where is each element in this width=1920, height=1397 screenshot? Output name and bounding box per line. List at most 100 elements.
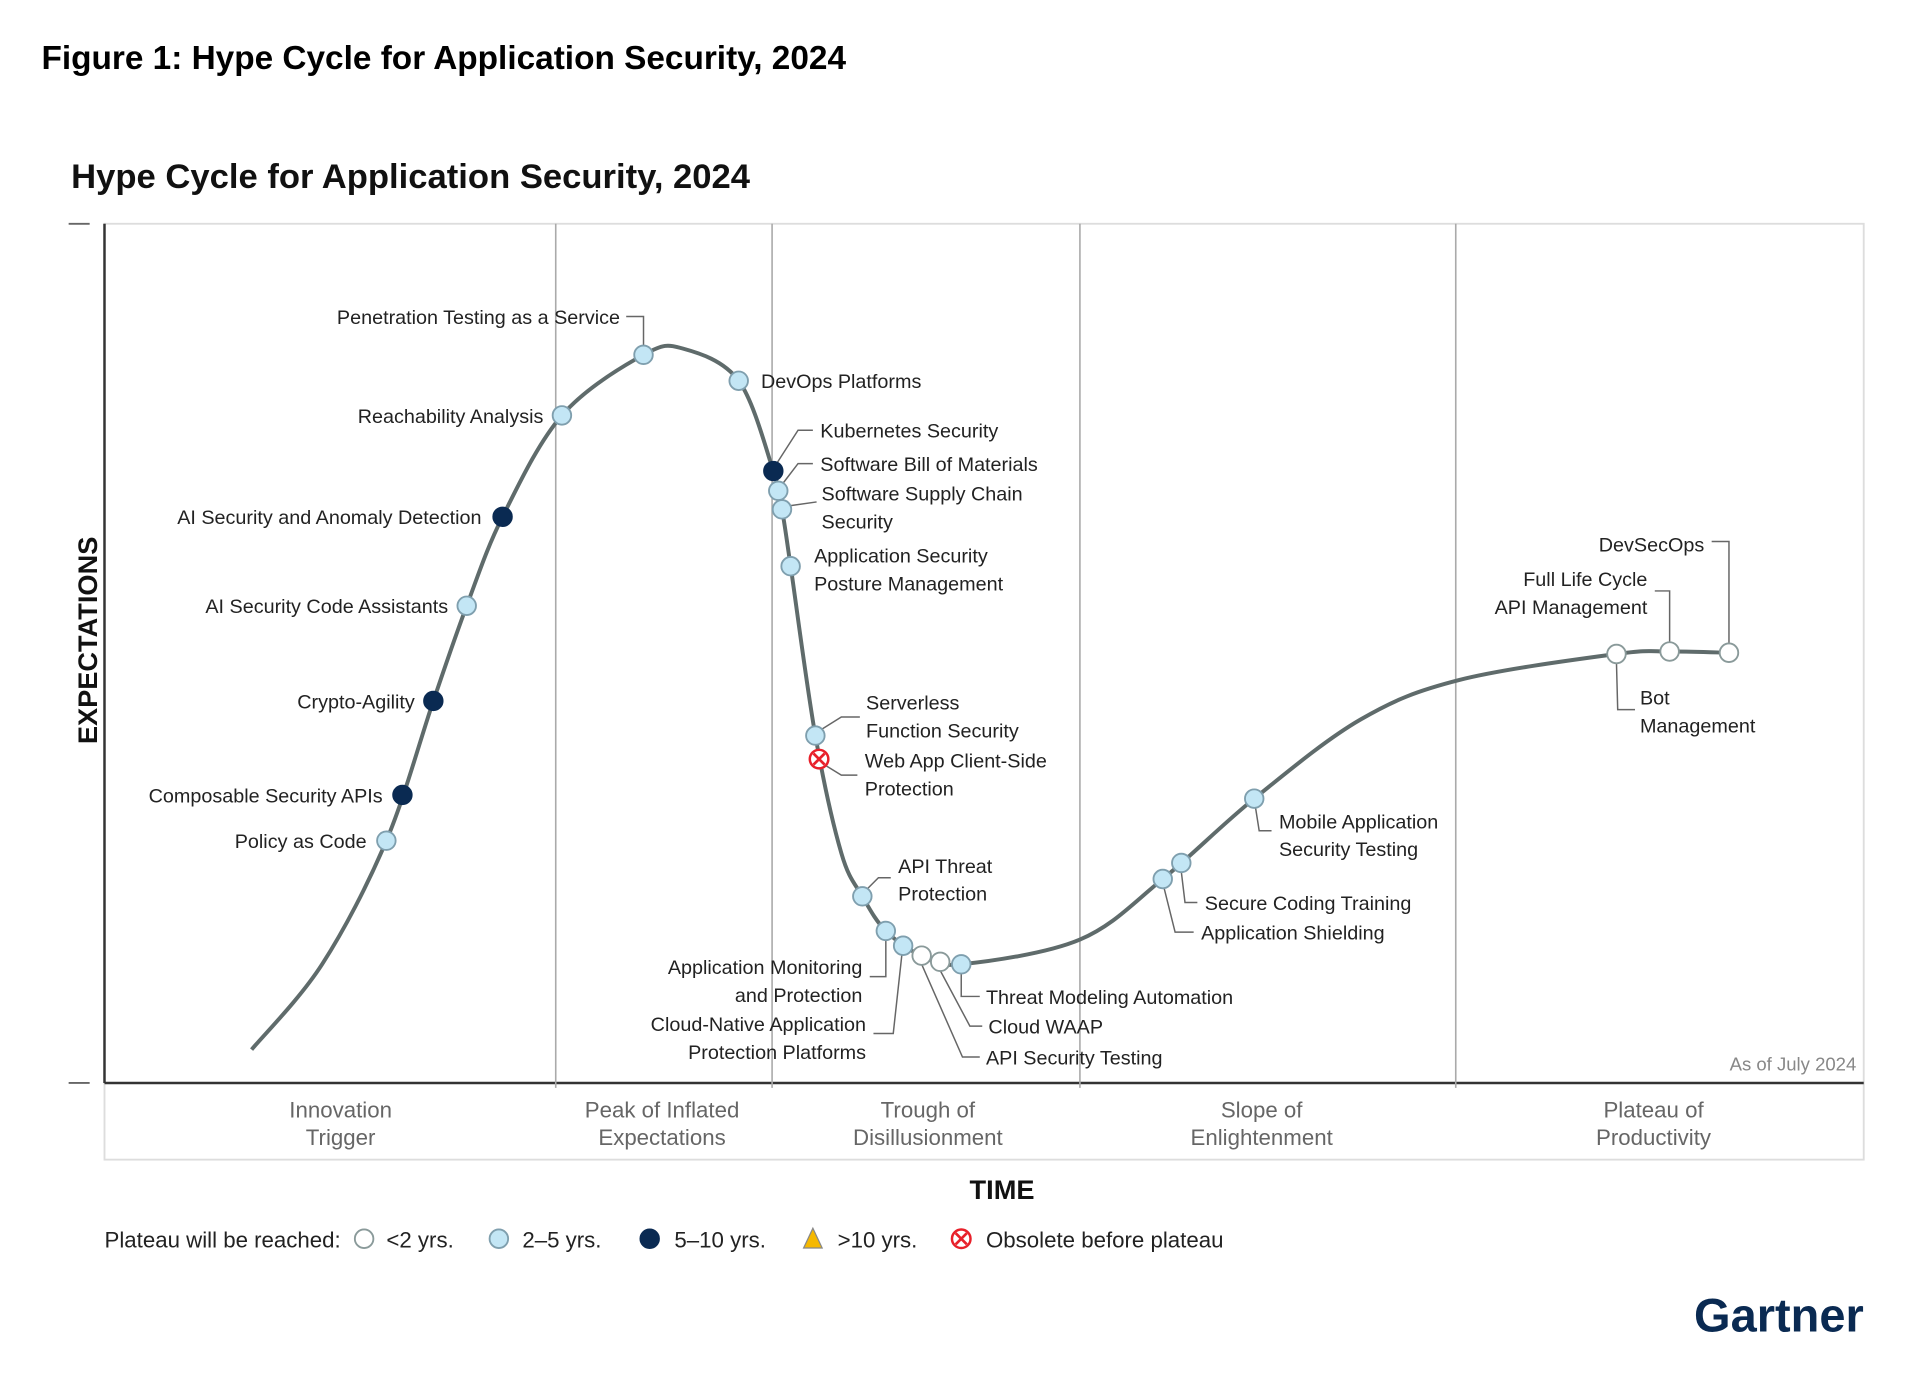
label-line: Serverless [866, 693, 959, 715]
phase-label-line: Trough of [881, 1098, 976, 1123]
cloud-waap-label: Cloud WAAP [988, 1017, 1103, 1039]
label-line: Software Bill of Materials [820, 454, 1038, 476]
label-line: Mobile Application [1279, 811, 1438, 833]
label-line: and Protection [735, 985, 862, 1007]
api-threat-protection-label: API Threat Protection [898, 856, 993, 906]
phase-label-line: Peak of Inflated [585, 1098, 740, 1123]
threat-modeling-automation-label: Threat Modeling Automation [986, 987, 1233, 1009]
technology-markers [376, 344, 1740, 975]
api-threat-protection-connector [866, 877, 891, 890]
label-line: AI Security Code Assistants [205, 596, 448, 618]
legend-label: >10 yrs. [838, 1227, 918, 1252]
ai-security-code-assistants-marker [456, 595, 477, 616]
api-threat-protection-marker [852, 886, 873, 907]
composable-security-apis-marker [392, 784, 413, 806]
label-line: Application Shielding [1201, 923, 1385, 945]
api-security-testing-label: API Security Testing [986, 1047, 1163, 1069]
bot-management-label: Bot Management [1640, 688, 1756, 738]
crypto-agility-label: Crypto-Agility [297, 691, 415, 713]
phase-label-line: Disillusionment [853, 1125, 1003, 1150]
phase-label: Slope of Enlightenment [1191, 1098, 1334, 1150]
application-monitoring-and-protection-label: Application Monitoring and Protection [668, 957, 862, 1007]
penetration-testing-as-a-service-marker [633, 344, 654, 366]
software-supply-chain-security-label: Software Supply Chain Security [822, 484, 1023, 534]
serverless-function-security-label: Serverless Function Security [866, 693, 1019, 743]
phase-label-line: Expectations [598, 1125, 725, 1150]
as-of-note: As of July 2024 [1730, 1054, 1857, 1075]
label-line: Protection Platforms [688, 1042, 866, 1064]
label-line: API Security Testing [986, 1047, 1163, 1069]
devsecops-label: DevSecOps [1599, 534, 1705, 556]
kubernetes-security-label: Kubernetes Security [820, 421, 998, 443]
penetration-testing-as-a-service-label: Penetration Testing as a Service [337, 307, 620, 329]
devops-platforms-label: DevOps Platforms [761, 371, 921, 393]
phase-label-line: Slope of [1221, 1098, 1303, 1123]
label-line: Protection [865, 779, 954, 801]
application-shielding-marker [1152, 868, 1173, 890]
label-line: Penetration Testing as a Service [337, 307, 620, 329]
legend-marker-obsolete [950, 1228, 972, 1250]
label-line: DevSecOps [1599, 534, 1705, 556]
bot-management-connector [1615, 662, 1636, 711]
cloud-waap-connector [939, 970, 983, 1027]
cloud-native-application-protection-platforms-label: Cloud-Native Application Protection Platf… [651, 1014, 866, 1064]
threat-modeling-automation-marker [951, 954, 972, 975]
cloud-native-application-protection-platforms-marker [892, 935, 914, 956]
full-life-cycle-api-management-label: Full Life Cycle API Management [1495, 569, 1648, 619]
label-line: Protection [898, 884, 987, 906]
phase-label-line: Innovation [289, 1098, 392, 1123]
technology-labels: Policy as Code Composable Security APIs Cr… [149, 307, 1756, 1070]
legend-label: Obsolete before plateau [986, 1227, 1224, 1252]
kubernetes-security-marker [763, 460, 784, 482]
ai-security-and-anomaly-detection-marker [492, 506, 513, 527]
full-life-cycle-api-management-marker [1659, 641, 1680, 662]
bot-management-marker [1606, 643, 1627, 665]
mobile-application-security-testing-connector [1254, 807, 1272, 832]
application-monitoring-and-protection-connector [869, 939, 887, 978]
label-line: Cloud WAAP [988, 1017, 1103, 1039]
chart-title: Hype Cycle for Application Security, 202… [71, 158, 751, 196]
application-monitoring-and-protection-marker [875, 920, 897, 942]
reachability-analysis-label: Reachability Analysis [358, 406, 544, 428]
serverless-function-security-marker [805, 725, 826, 746]
application-shielding-label: Application Shielding [1201, 923, 1385, 945]
legend-marker-gt10 [802, 1226, 824, 1249]
phase-label-line: Plateau of [1603, 1098, 1704, 1123]
kubernetes-security-connector [775, 429, 813, 466]
web-app-client-side-protection-connector [824, 764, 858, 776]
label-line: Web App Client-Side [865, 751, 1047, 773]
secure-coding-training-connector [1180, 871, 1198, 904]
application-security-posture-management-label: Application Security Posture Management [814, 546, 1003, 596]
y-axis-label: EXPECTATIONS [72, 537, 103, 744]
mobile-application-security-testing-label: Mobile Application Security Testing [1279, 811, 1438, 861]
cloud-native-application-protection-platforms-connector [873, 954, 903, 1035]
secure-coding-training-label: Secure Coding Training [1205, 893, 1412, 915]
legend-title: Plateau will be reached: [104, 1227, 340, 1252]
label-line: Secure Coding Training [1205, 893, 1412, 915]
devops-platforms-marker [728, 370, 749, 391]
phase-label: Trough of Disillusionment [853, 1098, 1003, 1150]
penetration-testing-as-a-service-connector [626, 315, 645, 347]
software-bill-of-materials-label: Software Bill of Materials [820, 454, 1038, 476]
software-bill-of-materials-marker [768, 480, 789, 502]
label-line: AI Security and Anomaly Detection [177, 507, 481, 529]
label-line: Threat Modeling Automation [986, 987, 1233, 1009]
secure-coding-training-marker [1171, 852, 1192, 874]
software-supply-chain-security-marker [771, 499, 793, 520]
legend-label: 2–5 yrs. [522, 1227, 601, 1252]
label-line: Management [1640, 715, 1756, 737]
full-life-cycle-api-management-connector [1654, 590, 1671, 643]
label-line: API Threat [898, 856, 993, 878]
phase-label: Plateau of Productivity [1596, 1098, 1712, 1150]
label-line: API Management [1495, 597, 1648, 619]
mobile-application-security-testing-marker [1244, 788, 1265, 809]
figure-title: Figure 1: Hype Cycle for Application Sec… [41, 40, 846, 77]
software-supply-chain-security-connector [790, 501, 817, 507]
phase-label-line: Enlightenment [1191, 1125, 1334, 1150]
label-line: Security [822, 512, 894, 534]
label-line: Security Testing [1279, 839, 1418, 861]
application-shielding-connector [1163, 887, 1194, 933]
hype-curve [250, 343, 1730, 1051]
label-line: Software Supply Chain [822, 484, 1023, 506]
